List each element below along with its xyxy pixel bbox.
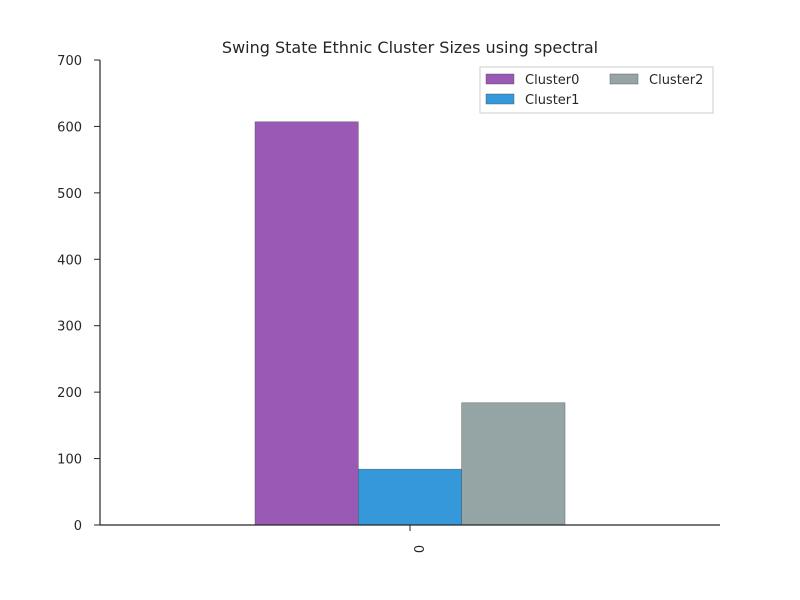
y-tick-label: 400	[57, 253, 82, 268]
x-tick-label: 0	[410, 545, 425, 553]
legend-swatch-cluster1	[485, 93, 515, 105]
y-tick-label: 300	[57, 320, 82, 335]
legend-label-cluster1: Cluster1	[525, 93, 579, 108]
legend: Cluster0 Cluster1 Cluster2	[479, 66, 714, 114]
legend-label-cluster2: Cluster2	[649, 73, 703, 88]
legend-box	[479, 66, 714, 114]
chart-title: Swing State Ethnic Cluster Sizes using s…	[222, 38, 598, 57]
y-tick-label: 600	[57, 120, 82, 135]
y-tick-label: 500	[57, 187, 82, 202]
bar-cluster2-0	[461, 402, 566, 526]
y-tick-label: 200	[57, 386, 82, 401]
bar-cluster1-0	[358, 468, 462, 526]
bar-cluster0-0	[254, 121, 359, 526]
legend-swatch-cluster0	[485, 73, 515, 85]
y-tick-label: 100	[57, 453, 82, 468]
legend-label-cluster0: Cluster0	[525, 73, 579, 88]
y-tick-label: 0	[74, 519, 82, 534]
legend-swatch-cluster2	[609, 73, 639, 85]
y-tick-label: 700	[57, 54, 82, 69]
plot-area: 0 0 100 200 300 400 500 600 700	[57, 54, 720, 553]
